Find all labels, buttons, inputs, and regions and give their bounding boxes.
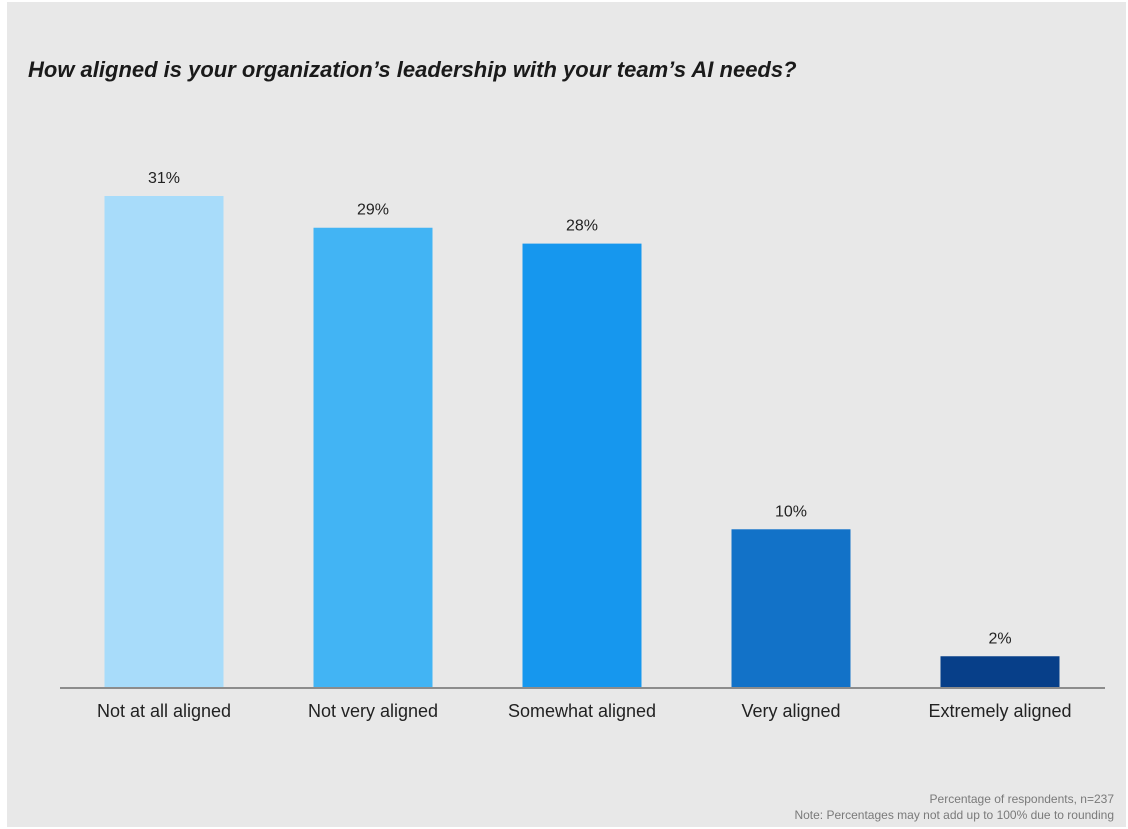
value-label-4: 2%	[988, 630, 1011, 647]
value-label-3: 10%	[775, 503, 807, 520]
bar-3	[731, 529, 851, 688]
footnote-note: Note: Percentages may not add up to 100%…	[794, 808, 1114, 822]
bar-0	[104, 196, 224, 688]
value-label-2: 28%	[566, 218, 598, 235]
bar-2	[522, 243, 642, 688]
value-label-0: 31%	[148, 170, 180, 187]
bar-4	[940, 656, 1060, 688]
category-label-1: Not very aligned	[308, 701, 438, 721]
category-label-3: Very aligned	[741, 701, 840, 721]
chart-title: How aligned is your organization’s leade…	[28, 57, 797, 82]
category-label-4: Extremely aligned	[928, 701, 1071, 721]
footnote-sample: Percentage of respondents, n=237	[929, 792, 1114, 806]
category-label-0: Not at all aligned	[97, 701, 231, 721]
bars-group: 31% Not at all aligned 29% Not very aligned…	[97, 170, 1072, 721]
category-label-2: Somewhat aligned	[508, 701, 656, 721]
bar-1	[313, 227, 433, 688]
value-label-1: 29%	[357, 202, 389, 219]
